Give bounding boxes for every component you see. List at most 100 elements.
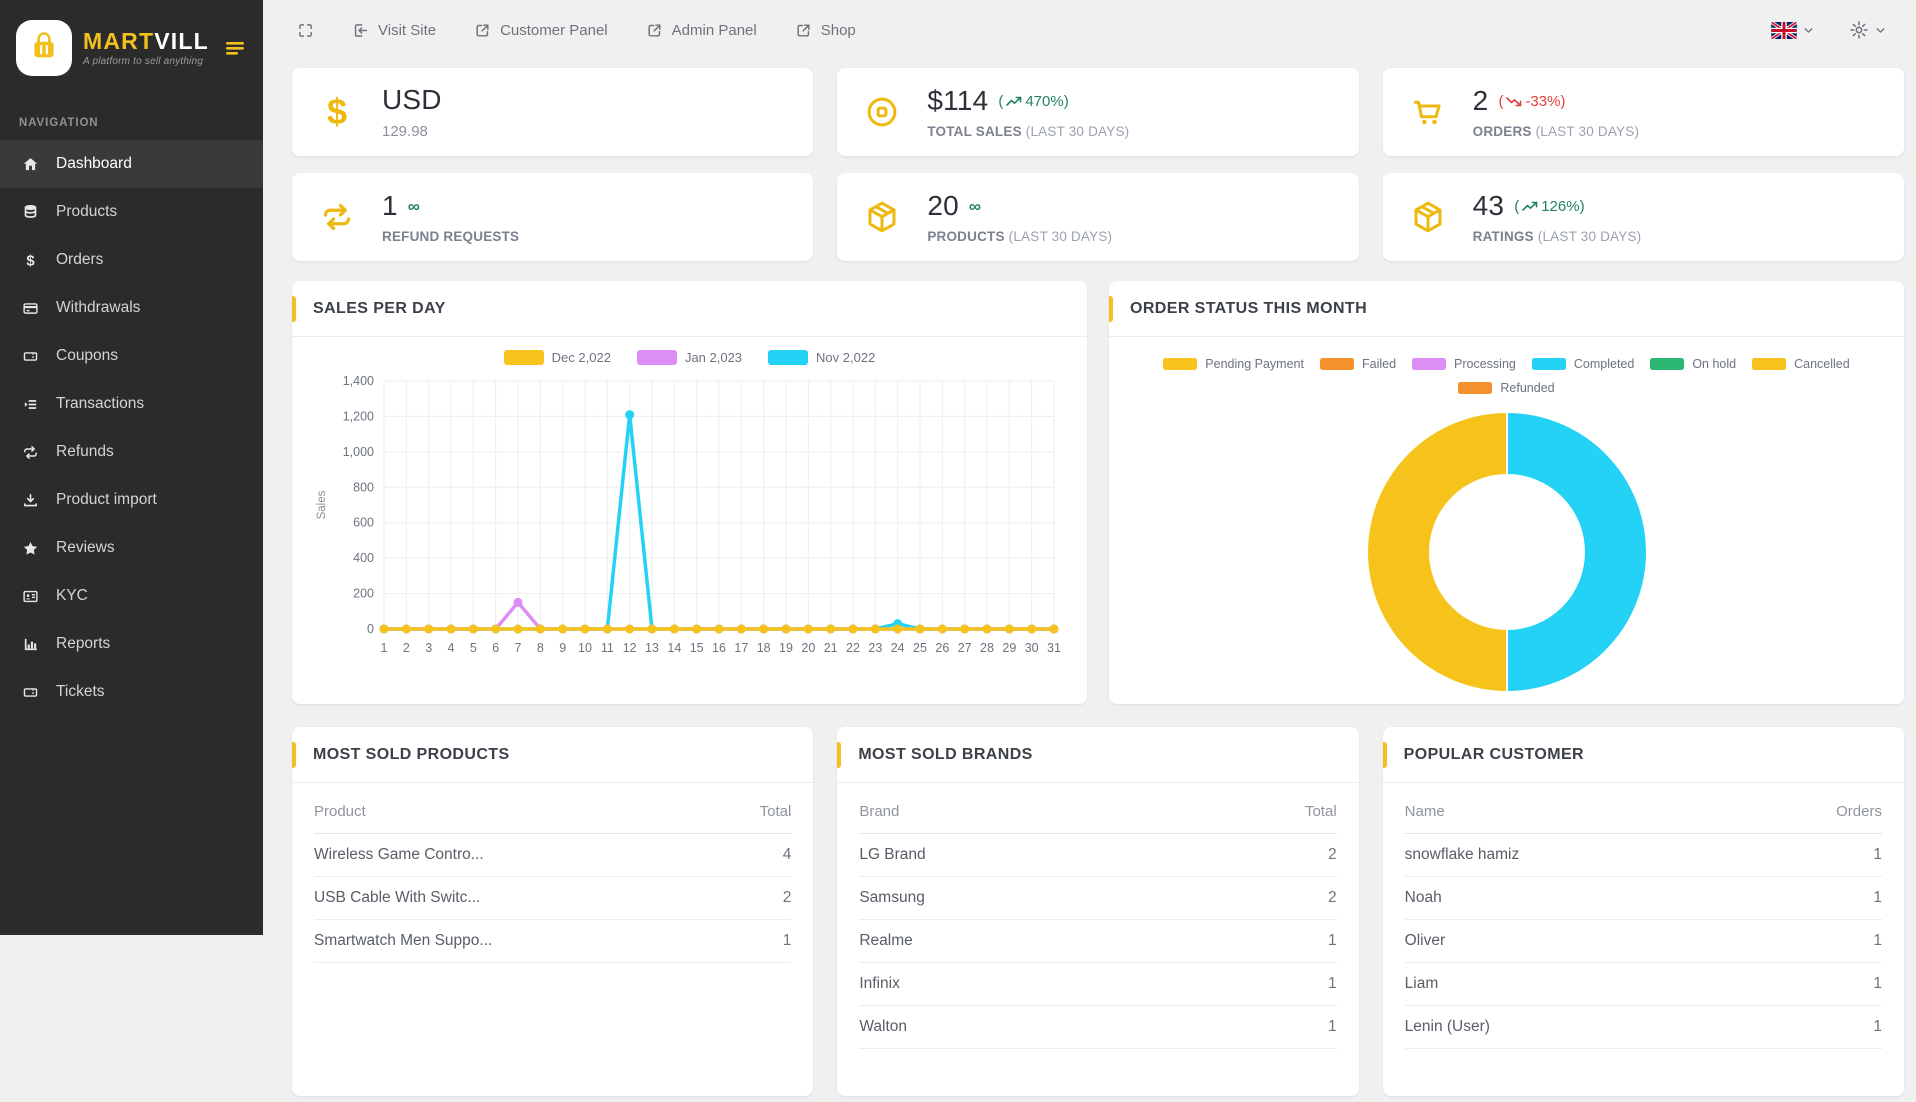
most-sold-products-panel: MOST SOLD PRODUCTS Product Total Wireless … [292,727,814,1096]
panel-accent-bar [292,296,296,322]
panel-title: ORDER STATUS THIS MONTH [1130,299,1368,317]
svg-text:18: 18 [756,641,770,655]
stat-body: USD 129.98 [382,84,442,140]
sidebar-item-reports[interactable]: Reports [0,620,263,668]
stat-label: RATINGS (LAST 30 DAYS) [1472,229,1642,244]
sidebar-item-transactions[interactable]: Transactions [0,380,263,428]
legend-swatch [1319,358,1354,370]
table-wrap: Brand Total LG Brand 2 Samsung 2 Realme 1 Infini… [837,783,1358,1049]
sidebar-item-kyc[interactable]: KYC [0,572,263,620]
trend-up: (126%) [1514,197,1585,215]
legend-item-on-hold[interactable]: On hold [1650,357,1736,371]
legend-item-jan-2-023[interactable]: Jan 2,023 [636,350,742,365]
language-dropdown[interactable] [1771,21,1815,39]
legend-item-cancelled[interactable]: Cancelled [1752,357,1850,371]
row-value: 1 [1182,919,1337,963]
svg-text:1: 1 [380,641,387,655]
top-link-admin-panel[interactable]: Admin Panel [646,22,757,39]
top-link-label: Customer Panel [500,21,608,39]
sales-chart-legend: Dec 2,022 Jan 2,023 Nov 2,022 [292,350,1087,365]
sidebar-item-withdrawals[interactable]: Withdrawals [0,284,263,332]
table-row: Realme 1 [859,919,1337,963]
gear-icon [1850,21,1868,39]
column-header: Name [1404,786,1746,834]
repeat-icon [19,444,41,461]
stat-card-refund-requests: 1 ∞ REFUND REQUESTS [292,173,814,261]
sidebar-item-label: Dashboard [56,155,132,172]
row-label: Liam [1404,962,1746,1006]
column-header: Product [314,786,720,834]
legend-swatch [1752,358,1787,370]
row-value: 1 [1745,833,1882,877]
legend-item-refunded[interactable]: Refunded [1458,381,1555,395]
external-icon [795,22,812,39]
sidebar-item-label: Coupons [56,347,119,364]
row-label: Samsung [859,876,1183,920]
nav-list: Dashboard Products $ Orders Withdrawals Coupo… [0,140,263,716]
stat-body: 2 (-33%) ORDERS (LAST 30 DAYS) [1473,85,1640,139]
brand-text: MARTVILL A platform to sell anything [83,29,209,67]
legend-item-processing[interactable]: Processing [1412,357,1516,371]
sidebar-item-product-import[interactable]: Product import [0,476,263,524]
svg-text:1,400: 1,400 [342,374,373,388]
top-link-label: Shop [820,21,856,39]
stat-body: $114 (470%) TOTAL SALES (LAST 30 DAYS) [927,85,1129,139]
sidebar-item-coupons[interactable]: Coupons [0,332,263,380]
panel-header: MOST SOLD BRANDS [837,727,1359,783]
main-area: Visit Site Customer Panel Admin Panel Shop … [263,0,1916,1102]
sidebar-item-orders[interactable]: $ Orders [0,236,263,284]
svg-text:20: 20 [801,641,815,655]
sidebar-item-products[interactable]: Products [0,188,263,236]
svg-text:25: 25 [913,641,927,655]
legend-label: Dec 2,022 [551,350,611,365]
legend-item-failed[interactable]: Failed [1319,357,1396,371]
row-label: Wireless Game Contro... [314,833,720,877]
sidebar-item-dashboard[interactable]: Dashboard [0,140,263,188]
stat-card-orders: 2 (-33%) ORDERS (LAST 30 DAYS) [1382,68,1904,156]
trend-up-icon [1522,201,1538,212]
sidebar-item-refunds[interactable]: Refunds [0,428,263,476]
legend-item-pending-payment[interactable]: Pending Payment [1163,357,1304,371]
stat-label-period: (LAST 30 DAYS) [1535,124,1640,139]
brand-name: MARTVILL [83,27,209,54]
legend-item-dec-2-022[interactable]: Dec 2,022 [503,350,611,365]
svg-text:22: 22 [846,641,860,655]
settings-dropdown[interactable] [1849,20,1887,40]
top-link-visit-site[interactable]: Visit Site [352,22,436,39]
coin-icon [864,94,900,130]
top-link-shop[interactable]: Shop [795,22,856,39]
sidebar-item-reviews[interactable]: Reviews [0,524,263,572]
panel-accent-bar [837,742,842,768]
stat-body: 43 (126%) RATINGS (LAST 30 DAYS) [1473,190,1642,244]
panel-accent-bar [292,742,296,768]
topbar: Visit Site Customer Panel Admin Panel Shop [263,0,1916,60]
most-sold-brands-panel: MOST SOLD BRANDS Brand Total LG Brand 2 Sams… [837,727,1359,1096]
svg-text:16: 16 [712,641,726,655]
svg-text:30: 30 [1024,641,1038,655]
svg-text:7: 7 [514,641,521,655]
panel-title: POPULAR CUSTOMER [1403,745,1584,763]
column-header: Total [1182,786,1337,834]
svg-text:5: 5 [469,641,476,655]
stat-body: 1 ∞ REFUND REQUESTS [382,190,519,244]
sidebar-item-label: Withdrawals [56,299,141,316]
table-row: LG Brand 2 [859,833,1337,877]
sidebar-item-label: Transactions [56,395,145,412]
row-label: Smartwatch Men Suppo... [314,919,720,963]
table-row: Noah 1 [1404,876,1882,920]
legend-item-nov-2-022[interactable]: Nov 2,022 [768,350,875,365]
stat-value: USD [382,84,442,115]
popular-customer-table: Name Orders snowflake hamiz 1 Noah 1 Oliver 1 Li… [1404,786,1882,1049]
dollar-sign-icon: $ [319,94,355,130]
top-link-customer-panel[interactable]: Customer Panel [474,22,608,39]
sidebar-item-tickets[interactable]: Tickets [0,668,263,716]
stat-card-total-sales: $114 (470%) TOTAL SALES (LAST 30 DAYS) [837,68,1359,156]
legend-item-completed[interactable]: Completed [1531,357,1634,371]
nav-section-label: NAVIGATION [19,117,99,129]
sidebar-toggle-icon[interactable] [223,36,247,60]
row-value: 1 [1745,876,1882,920]
svg-text:8: 8 [536,641,543,655]
fullscreen-icon[interactable] [297,22,314,39]
brand-logo[interactable] [16,20,72,76]
table-row: USB Cable With Switc... 2 [314,876,792,920]
